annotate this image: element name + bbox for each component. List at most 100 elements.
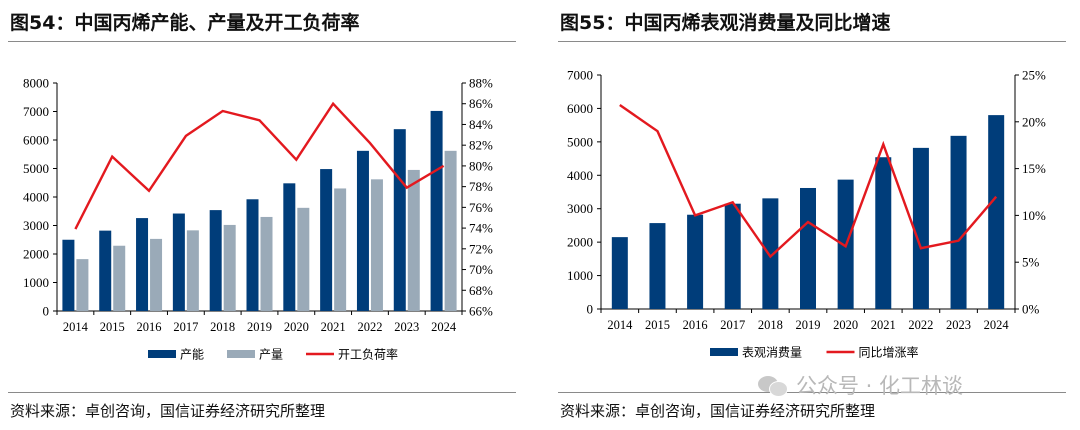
left-y-tick-label: 7000 [23, 104, 49, 119]
left-legend-label: 产能 [180, 348, 204, 362]
watermark-text: 公众号 · 化工林谈 [796, 374, 964, 398]
left-title-divider [8, 41, 516, 42]
left-y-tick-label: 8000 [23, 76, 49, 91]
left-bar-产量 [334, 188, 347, 311]
right-bar-表观消费量 [912, 147, 929, 309]
right-x-tick-label: 2020 [833, 318, 858, 332]
right-x-tick-label: 2022 [908, 318, 933, 332]
left-y2-tick-label: 68% [469, 283, 493, 298]
left-bar-产量 [444, 150, 457, 311]
right-title-divider [558, 41, 1066, 42]
left-bar-产量 [223, 224, 236, 311]
right-x-tick-label: 2014 [607, 318, 633, 332]
left-chart-panel: 图54：中国丙烯产能、产量及开工负荷率 0 1000 2000 3000 4000 500… [0, 0, 520, 430]
left-bar-产量 [76, 259, 89, 311]
left-bar-产量 [260, 216, 273, 311]
left-x-tick-label: 2016 [137, 320, 162, 334]
right-x-tick-label: 2015 [645, 318, 670, 332]
left-x-tick-label: 2023 [394, 320, 419, 334]
right-y-tick-label: 3000 [567, 201, 593, 216]
left-y2-tick-label: 78% [469, 179, 493, 194]
left-legend-label: 产量 [259, 348, 283, 362]
left-y2-tick-label: 88% [469, 76, 493, 91]
left-source-note: 资料来源：卓创咨询，国信证券经济研究所整理 [10, 402, 326, 420]
left-bar-产能 [393, 129, 406, 311]
right-bar-表观消费量 [950, 135, 967, 309]
right-line-同比增涨率 [619, 104, 998, 259]
right-bar-表观消费量 [649, 223, 666, 309]
right-bar-表观消费量 [762, 198, 779, 309]
left-bar-产量 [113, 245, 126, 311]
left-y-tick-label: 4000 [23, 190, 49, 205]
right-y2-tick-label: 10% [1022, 208, 1046, 223]
right-source-divider [558, 392, 1066, 393]
left-bar-产能 [320, 169, 333, 311]
right-x-tick-label: 2021 [871, 318, 896, 332]
left-bar-产能 [99, 230, 112, 311]
left-x-tick-label: 2015 [100, 320, 125, 334]
left-legend-swatch [148, 350, 176, 358]
right-y-tick-label: 7000 [567, 68, 593, 83]
right-y2-tick-label: 25% [1022, 68, 1046, 83]
right-bar-表观消费量 [724, 203, 741, 309]
left-y-tick-label: 1000 [23, 275, 49, 290]
left-bar-产能 [62, 239, 75, 311]
left-y-tick-label: 3000 [23, 218, 49, 233]
left-x-tick-label: 2014 [63, 320, 89, 334]
right-y2-tick-label: 20% [1022, 114, 1046, 129]
left-y2-tick-label: 84% [469, 117, 493, 132]
left-y2-tick-label: 74% [469, 221, 493, 236]
left-x-tick-label: 2020 [284, 320, 309, 334]
right-x-tick-label: 2019 [796, 318, 821, 332]
left-y-tick-label: 6000 [23, 133, 49, 148]
left-legend-swatch [227, 350, 255, 358]
right-x-tick-label: 2016 [683, 318, 708, 332]
left-bar-产量 [150, 238, 163, 311]
left-y2-tick-label: 70% [469, 262, 493, 277]
right-y-tick-label: 1000 [567, 268, 593, 283]
left-x-tick-label: 2017 [173, 320, 198, 334]
left-x-tick-label: 2019 [247, 320, 272, 334]
left-bar-产能 [209, 210, 222, 311]
right-chart-title: 图55：中国丙烯表观消费量及同比增速 [560, 12, 891, 34]
left-bar-产能 [356, 150, 369, 311]
left-bar-产能 [430, 110, 443, 312]
left-y2-tick-label: 82% [469, 138, 493, 153]
right-legend-swatch [710, 348, 738, 356]
left-bar-产量 [297, 207, 310, 311]
right-y2-tick-label: 5% [1022, 255, 1040, 270]
right-chart-svg: 0 1000 2000 3000 4000 5000 6000 7000 0% 5% 10% 15% 2… [567, 68, 1046, 360]
left-bar-产量 [407, 169, 420, 311]
left-y2-tick-label: 80% [469, 158, 493, 173]
watermark: 公众号 · 化工林谈 [758, 369, 963, 401]
right-x-tick-label: 2024 [984, 318, 1010, 332]
right-bar-表观消费量 [988, 115, 1005, 309]
right-legend-label: 表观消费量 [742, 346, 802, 360]
left-bar-产能 [283, 183, 296, 311]
right-x-tick-label: 2018 [758, 318, 783, 332]
left-bar-产能 [172, 213, 185, 311]
left-bar-产量 [370, 179, 383, 311]
left-y-tick-label: 5000 [23, 161, 49, 176]
left-y-tick-label: 0 [43, 304, 50, 319]
right-bar-表观消费量 [687, 214, 704, 309]
right-source-note: 资料来源：卓创咨询，国信证券经济研究所整理 [560, 402, 876, 420]
right-legend-label: 同比增涨率 [859, 345, 919, 360]
right-y-tick-label: 6000 [567, 101, 593, 116]
right-y-tick-label: 5000 [567, 134, 593, 149]
left-x-tick-label: 2021 [321, 320, 346, 334]
left-legend-label: 开工负荷率 [338, 347, 398, 362]
right-y-tick-label: 2000 [567, 235, 593, 250]
wechat-icon [758, 374, 788, 397]
left-x-tick-label: 2024 [431, 320, 457, 334]
right-bar-表观消费量 [875, 157, 892, 309]
right-x-tick-label: 2017 [720, 318, 745, 332]
left-line-开工负荷率 [74, 101, 445, 230]
right-bar-表观消费量 [611, 237, 628, 309]
left-bar-产能 [246, 199, 259, 311]
left-y2-tick-label: 72% [469, 241, 493, 256]
right-y-tick-label: 0 [587, 302, 594, 317]
left-source-divider [8, 392, 516, 393]
right-y2-tick-label: 15% [1022, 161, 1046, 176]
left-bar-产量 [186, 230, 199, 311]
